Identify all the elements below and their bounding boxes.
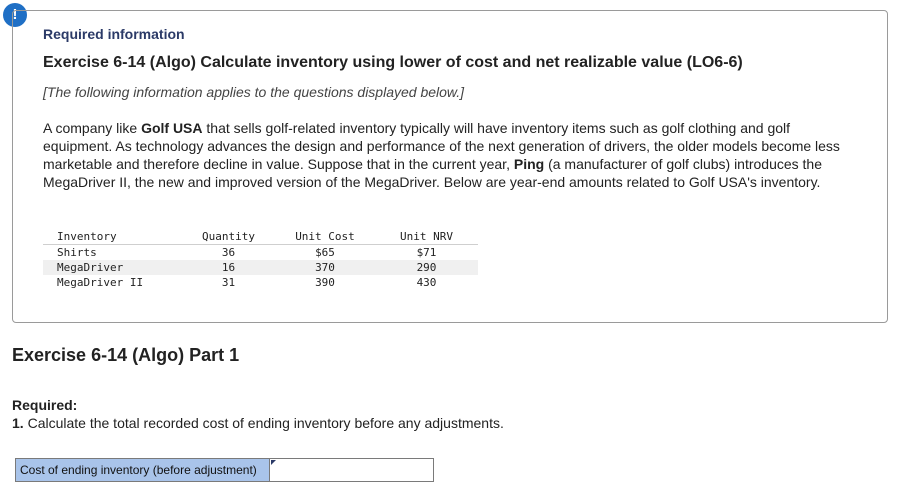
question-body: Calculate the total recorded cost of end…	[23, 415, 504, 431]
table-header-row: Inventory Quantity Unit Cost Unit NRV	[43, 229, 478, 245]
cell-unit-nrv: 430	[416, 276, 437, 289]
table-row: MegaDriver 16 370 290	[43, 260, 478, 275]
cell-quantity: 16	[221, 261, 236, 274]
paragraph-text-1: A company like	[43, 120, 142, 136]
exercise-title: Exercise 6-14 (Algo) Calculate inventory…	[43, 54, 743, 71]
required-info-card	[12, 10, 888, 323]
cell-inventory: MegaDriver II	[57, 276, 144, 289]
cell-quantity: 36	[221, 246, 236, 259]
paragraph-text-3: (a manufacturer of golf clubs) introduce…	[43, 156, 823, 190]
cell-unit-cost: $65	[315, 246, 335, 259]
exclamation-icon: !	[3, 3, 27, 27]
table-row: Shirts 36 $65 $71	[43, 245, 478, 261]
cell-unit-cost: 390	[315, 276, 335, 289]
info-note: [The following information applies to th…	[43, 84, 465, 100]
header-unit-nrv: Unit NRV	[400, 230, 453, 243]
paragraph-text-2: that sells golf-related inventory typica…	[43, 120, 840, 172]
answer-label: Cost of ending inventory (before adjustm…	[16, 459, 270, 481]
answer-row: Cost of ending inventory (before adjustm…	[15, 458, 434, 482]
cell-inventory: MegaDriver	[57, 261, 124, 274]
part-title: Exercise 6-14 (Algo) Part 1	[12, 345, 240, 365]
question-number: 1.	[12, 415, 24, 431]
cell-quantity: 31	[221, 276, 236, 289]
cell-unit-nrv: $71	[416, 246, 437, 259]
header-inventory: Inventory	[57, 230, 117, 243]
question-text: 1. Calculate the total recorded cost of …	[12, 415, 504, 431]
company-name-ping: Ping	[513, 156, 545, 172]
cell-unit-nrv: 290	[416, 261, 437, 274]
ending-inventory-cost-input[interactable]	[270, 459, 433, 481]
company-name-golf-usa: Golf USA	[141, 120, 203, 136]
header-unit-cost: Unit Cost	[295, 230, 355, 243]
input-marker-icon	[271, 460, 276, 465]
table-row: MegaDriver II 31 390 430	[43, 275, 478, 290]
answer-input-wrapper	[270, 459, 433, 481]
inventory-table: Inventory Quantity Unit Cost Unit NRV Sh…	[43, 229, 478, 290]
header-quantity: Quantity	[202, 230, 255, 243]
required-information-heading: Required information	[43, 26, 185, 42]
cell-inventory: Shirts	[57, 246, 97, 259]
required-label: Required:	[12, 397, 78, 413]
problem-paragraph: A company like Golf USA that sells golf-…	[43, 119, 843, 191]
cell-unit-cost: 370	[315, 261, 335, 274]
